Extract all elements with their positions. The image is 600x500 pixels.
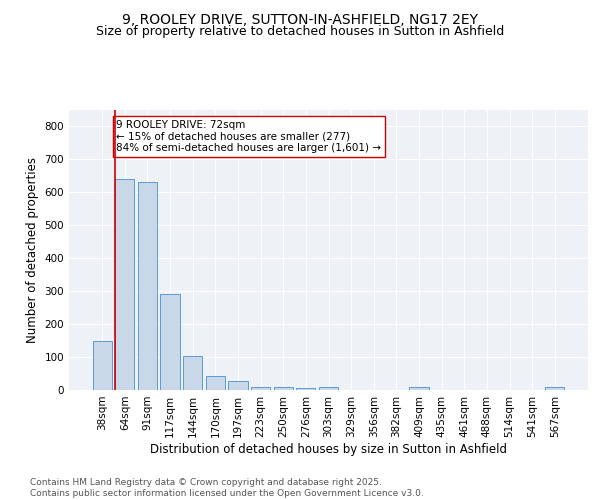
Bar (160, 294, 180, 390)
Text: Size of property relative to detached houses in Sutton in Ashfield: Size of property relative to detached ho… (96, 25, 504, 38)
Bar (274, 386, 293, 390)
Bar (115, 179, 134, 390)
Text: Contains HM Land Registry data © Crown copyright and database right 2025.
Contai: Contains HM Land Registry data © Crown c… (30, 478, 424, 498)
Text: 9, ROOLEY DRIVE, SUTTON-IN-ASHFIELD, NG17 2EY: 9, ROOLEY DRIVE, SUTTON-IN-ASHFIELD, NG1… (122, 12, 478, 26)
Bar (409, 388, 428, 390)
Bar (229, 381, 248, 390)
Bar (319, 388, 338, 390)
Bar (183, 356, 202, 390)
Bar (92, 341, 112, 390)
Bar (206, 376, 225, 390)
Text: 9 ROOLEY DRIVE: 72sqm
← 15% of detached houses are smaller (277)
84% of semi-det: 9 ROOLEY DRIVE: 72sqm ← 15% of detached … (116, 120, 381, 153)
Bar (545, 388, 565, 390)
Bar (296, 388, 316, 390)
Y-axis label: Number of detached properties: Number of detached properties (26, 157, 39, 343)
Bar (138, 182, 157, 390)
X-axis label: Distribution of detached houses by size in Sutton in Ashfield: Distribution of detached houses by size … (150, 442, 507, 456)
Bar (251, 386, 270, 390)
